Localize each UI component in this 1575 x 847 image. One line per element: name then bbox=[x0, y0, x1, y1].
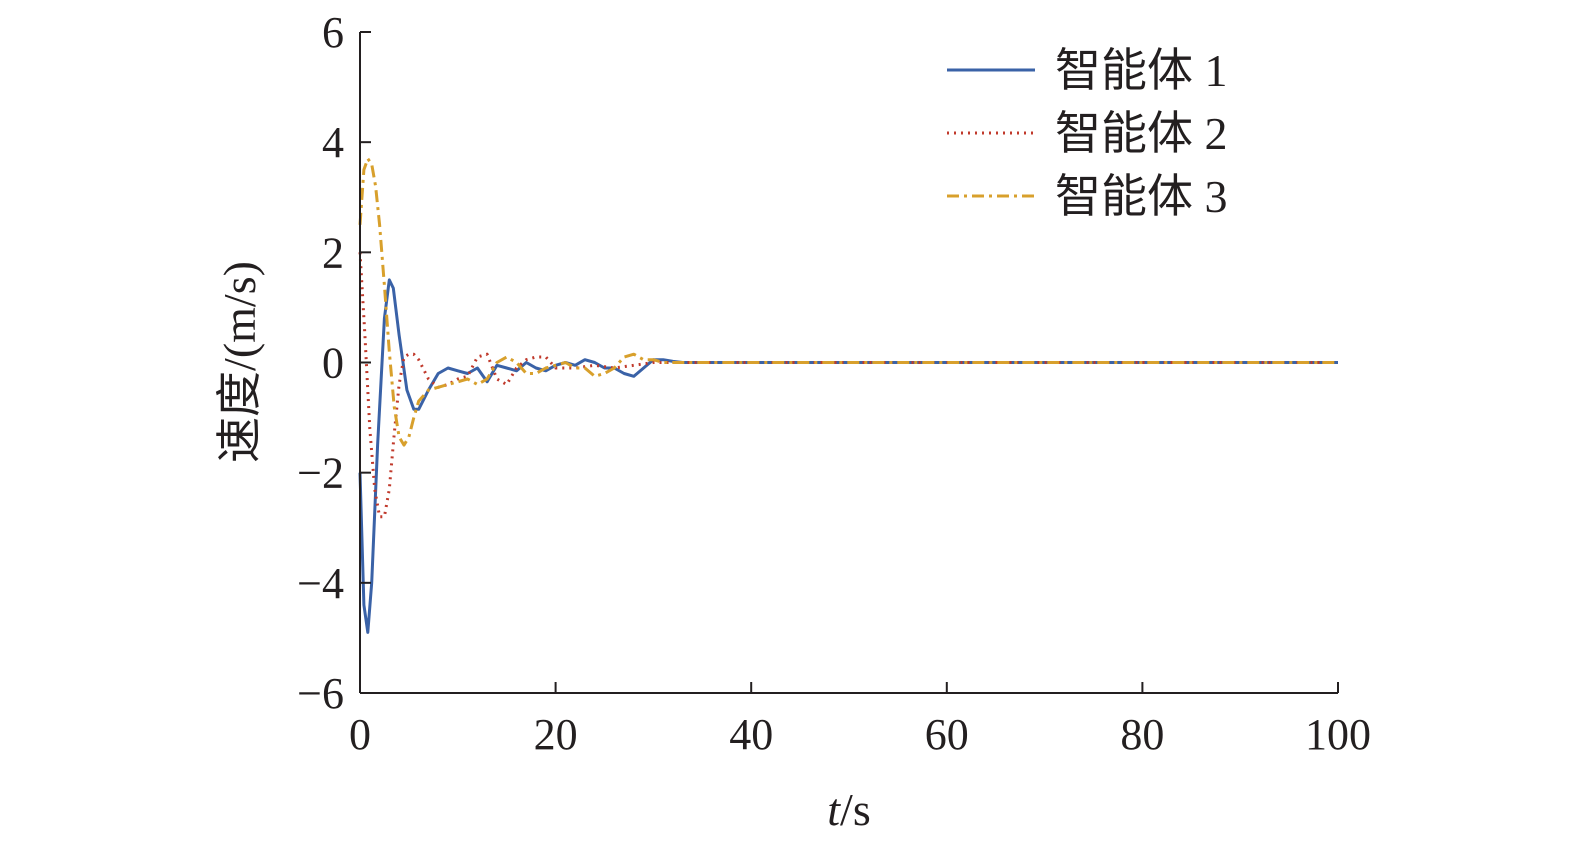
y-tick-label: −4 bbox=[297, 559, 344, 608]
legend: 智能体 1 智能体 2 智能体 3 bbox=[947, 45, 1228, 222]
x-ticks: 0 20 40 60 80 100 bbox=[349, 682, 1371, 759]
series-layer bbox=[358, 157, 1338, 634]
y-ticks: −6 −4 −2 0 2 4 6 bbox=[297, 8, 371, 718]
legend-label-1: 智能体 1 bbox=[1055, 45, 1228, 96]
y-axis-title: 速度/(m/s) bbox=[214, 261, 265, 463]
y-tick-label: 0 bbox=[322, 339, 344, 388]
x-axis-title: t/s bbox=[827, 784, 870, 835]
y-tick-label: −2 bbox=[297, 449, 344, 498]
x-tick-label: 80 bbox=[1120, 710, 1164, 759]
x-tick-label: 40 bbox=[729, 710, 773, 759]
x-tick-label: 100 bbox=[1305, 710, 1371, 759]
y-tick-label: 4 bbox=[322, 118, 344, 167]
series-line-1 bbox=[358, 278, 1338, 634]
y-tick-label: −6 bbox=[297, 669, 344, 718]
x-tick-label: 20 bbox=[534, 710, 578, 759]
y-tick-label: 2 bbox=[322, 228, 344, 277]
x-axis-title-var: t bbox=[827, 784, 841, 835]
series-line-2 bbox=[358, 252, 1338, 519]
x-tick-label: 0 bbox=[349, 710, 371, 759]
x-axis-title-unit: /s bbox=[840, 784, 871, 835]
x-tick-label: 60 bbox=[925, 710, 969, 759]
y-tick-label: 6 bbox=[322, 8, 344, 57]
series-line-3 bbox=[358, 157, 1338, 447]
legend-label-2: 智能体 2 bbox=[1055, 108, 1228, 159]
legend-label-3: 智能体 3 bbox=[1055, 171, 1228, 222]
